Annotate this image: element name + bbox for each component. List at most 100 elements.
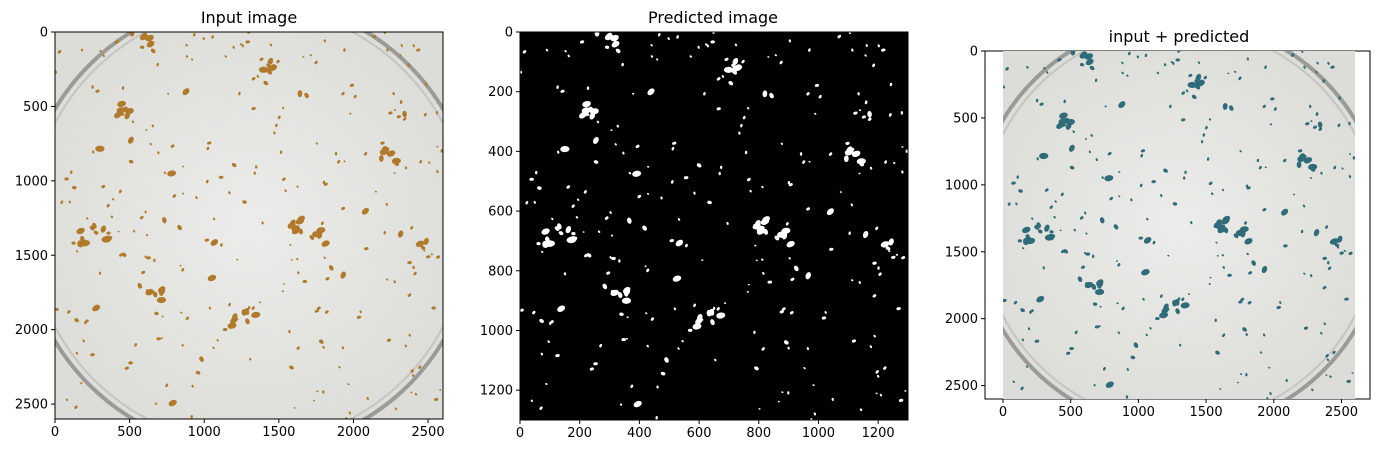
particle bbox=[762, 90, 768, 98]
y-tick-label: 500 bbox=[23, 100, 48, 115]
particle bbox=[1302, 154, 1307, 158]
particle bbox=[110, 215, 114, 219]
particle bbox=[1338, 96, 1341, 100]
particle bbox=[723, 66, 734, 73]
particle bbox=[172, 194, 177, 198]
particle bbox=[1216, 254, 1219, 257]
particle bbox=[167, 170, 177, 177]
particle bbox=[710, 319, 715, 326]
particle bbox=[251, 107, 256, 111]
particle bbox=[338, 366, 341, 369]
particle bbox=[851, 150, 861, 158]
particle bbox=[1283, 158, 1287, 163]
particle bbox=[1334, 243, 1340, 248]
particle bbox=[383, 32, 387, 34]
particle bbox=[386, 150, 396, 157]
particle bbox=[1121, 61, 1124, 65]
particle bbox=[644, 265, 647, 267]
particle bbox=[1215, 241, 1218, 244]
particle bbox=[431, 306, 436, 310]
particle bbox=[696, 163, 702, 168]
particle bbox=[858, 172, 861, 175]
particle bbox=[781, 307, 786, 311]
particle bbox=[84, 321, 87, 325]
particle bbox=[1330, 65, 1335, 69]
particle bbox=[60, 200, 64, 205]
particle bbox=[131, 120, 135, 124]
particle bbox=[1261, 265, 1268, 274]
particle bbox=[746, 107, 750, 110]
particle bbox=[1302, 204, 1306, 208]
particle bbox=[1011, 181, 1016, 185]
particle bbox=[551, 217, 554, 221]
particle bbox=[410, 226, 414, 230]
particle bbox=[626, 316, 629, 319]
particle bbox=[1160, 294, 1163, 298]
particle bbox=[675, 239, 684, 247]
particle bbox=[621, 62, 624, 67]
particle bbox=[614, 143, 617, 146]
particle bbox=[589, 367, 594, 371]
particle bbox=[92, 150, 95, 154]
particle bbox=[540, 250, 544, 253]
particle bbox=[1074, 330, 1078, 335]
particle bbox=[720, 165, 723, 169]
particle bbox=[1025, 365, 1029, 368]
particle bbox=[160, 337, 164, 339]
particle bbox=[1021, 247, 1025, 250]
x-tick-label: 500 bbox=[1058, 405, 1083, 420]
particle bbox=[818, 94, 822, 99]
particle bbox=[128, 159, 134, 164]
particle bbox=[1219, 388, 1222, 390]
particle bbox=[753, 330, 756, 334]
particle bbox=[1139, 183, 1143, 188]
particle bbox=[291, 225, 300, 232]
particle bbox=[114, 40, 120, 44]
particle bbox=[139, 215, 144, 220]
particle bbox=[334, 151, 338, 156]
particle bbox=[393, 109, 397, 111]
particle bbox=[593, 160, 599, 164]
particle bbox=[615, 48, 621, 54]
particle bbox=[1092, 302, 1098, 306]
particle bbox=[1333, 165, 1337, 170]
particle bbox=[646, 344, 649, 348]
particle bbox=[1179, 343, 1182, 347]
particle bbox=[1036, 157, 1039, 161]
particle bbox=[399, 54, 402, 57]
particle bbox=[1156, 71, 1160, 75]
particle bbox=[875, 370, 879, 374]
particle bbox=[888, 238, 894, 246]
particle bbox=[904, 390, 907, 392]
particle bbox=[754, 244, 757, 247]
particle bbox=[596, 120, 600, 124]
particle bbox=[1160, 193, 1163, 198]
particle bbox=[322, 390, 325, 394]
particle bbox=[95, 89, 100, 93]
particle bbox=[1103, 366, 1106, 371]
particle bbox=[1068, 144, 1075, 152]
particle bbox=[1259, 351, 1263, 354]
particle bbox=[343, 160, 346, 163]
particle bbox=[1238, 76, 1242, 81]
particle bbox=[1079, 63, 1085, 67]
particle bbox=[1085, 58, 1094, 66]
particle bbox=[1233, 233, 1239, 239]
particle bbox=[1109, 196, 1114, 201]
particle bbox=[1251, 260, 1256, 266]
particle bbox=[1214, 318, 1217, 323]
particle bbox=[1044, 224, 1050, 232]
particle bbox=[408, 333, 411, 337]
particle bbox=[865, 44, 868, 47]
panel-predicted-image: Predicted image 0 200 400 600 800 1000 1200 0 2… bbox=[480, 8, 909, 441]
particle bbox=[1238, 300, 1243, 304]
particle bbox=[647, 88, 655, 96]
particle bbox=[95, 145, 105, 152]
particle bbox=[713, 306, 716, 310]
particle bbox=[1222, 102, 1228, 110]
particle bbox=[885, 246, 891, 251]
particle bbox=[537, 186, 542, 190]
particle bbox=[212, 346, 215, 349]
particle bbox=[1043, 67, 1046, 70]
particle bbox=[556, 85, 559, 89]
